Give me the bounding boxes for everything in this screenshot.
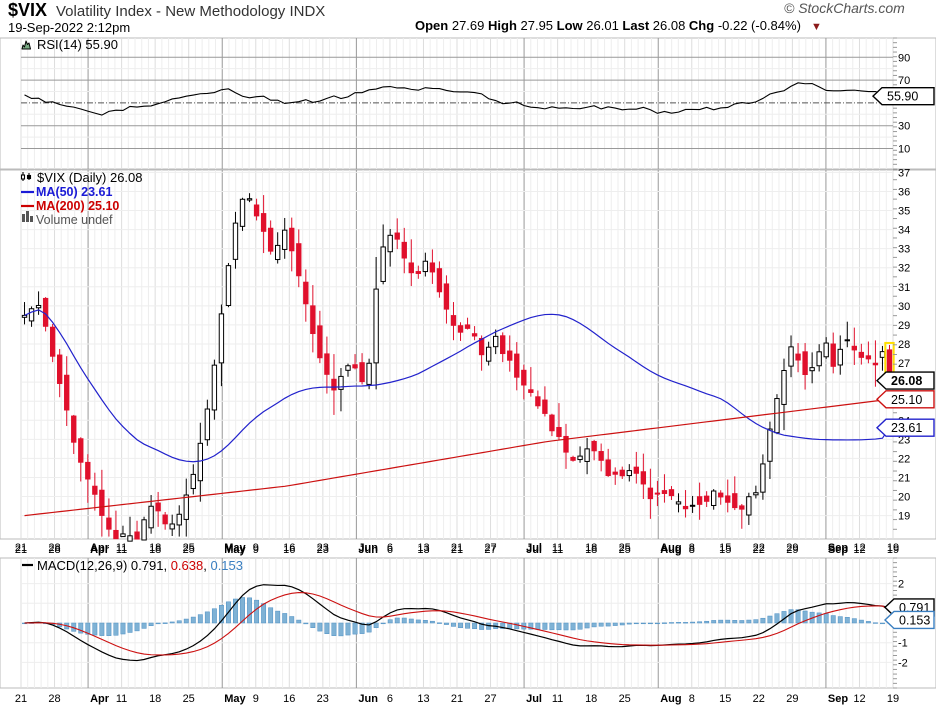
svg-text:16: 16 (283, 693, 295, 705)
svg-text:29: 29 (786, 693, 798, 705)
svg-text:-1: -1 (898, 638, 908, 650)
svg-text:55.90: 55.90 (887, 90, 918, 104)
svg-text:25.10: 25.10 (891, 393, 922, 407)
svg-text:MA(200) 25.10: MA(200) 25.10 (36, 199, 119, 213)
svg-text:6: 6 (387, 693, 393, 705)
svg-text:Sep: Sep (828, 544, 848, 556)
svg-text:23: 23 (317, 544, 329, 556)
svg-text:29: 29 (898, 320, 910, 332)
svg-text:19-Sep-2022 2:12pm: 19-Sep-2022 2:12pm (8, 20, 130, 35)
svg-text:27: 27 (484, 693, 496, 705)
svg-text:Sep: Sep (828, 693, 848, 705)
svg-text:11: 11 (552, 544, 563, 556)
svg-text:36: 36 (898, 187, 910, 199)
svg-text:11: 11 (552, 693, 563, 705)
svg-text:30: 30 (898, 301, 910, 313)
svg-text:Jul: Jul (526, 544, 542, 556)
svg-text:19: 19 (898, 511, 910, 523)
svg-text:MACD(12,26,9) 0.791, 0.638, 0.: MACD(12,26,9) 0.791, 0.638, 0.153 (37, 558, 243, 573)
svg-text:37: 37 (898, 167, 910, 179)
svg-text:90: 90 (898, 52, 910, 64)
svg-text:Apr: Apr (90, 693, 110, 705)
svg-text:Jun: Jun (358, 544, 378, 556)
svg-text:22: 22 (753, 693, 765, 705)
svg-text:2: 2 (898, 579, 904, 591)
svg-text:31: 31 (898, 282, 910, 294)
svg-text:21: 21 (451, 693, 463, 705)
svg-text:RSI(14) 55.90: RSI(14) 55.90 (37, 37, 118, 52)
svg-text:27: 27 (484, 544, 496, 556)
svg-text:May: May (224, 544, 246, 556)
svg-text:8: 8 (689, 544, 695, 556)
svg-text:23: 23 (317, 693, 329, 705)
svg-text:21: 21 (15, 693, 27, 705)
svg-text:21: 21 (451, 544, 463, 556)
svg-text:34: 34 (898, 225, 910, 237)
svg-text:30: 30 (898, 121, 910, 133)
svg-text:26.08: 26.08 (891, 374, 922, 388)
svg-text:28: 28 (48, 544, 60, 556)
svg-text:▼: ▼ (811, 21, 822, 33)
svg-text:28: 28 (48, 693, 60, 705)
svg-text:Aug: Aug (660, 693, 681, 705)
svg-text:-2: -2 (898, 657, 908, 669)
svg-text:25: 25 (619, 693, 631, 705)
svg-text:Apr: Apr (90, 544, 110, 556)
svg-text:22: 22 (753, 544, 765, 556)
svg-text:Volatility Index - New Methodo: Volatility Index - New Methodology INDX (56, 3, 325, 20)
svg-text:Jun: Jun (358, 693, 378, 705)
svg-text:70: 70 (898, 75, 910, 87)
svg-text:12: 12 (853, 693, 865, 705)
svg-text:0.153: 0.153 (899, 614, 930, 628)
svg-text:19: 19 (887, 544, 899, 556)
svg-text:18: 18 (149, 544, 161, 556)
svg-text:9: 9 (253, 693, 259, 705)
svg-text:19: 19 (887, 693, 899, 705)
svg-text:11: 11 (116, 544, 127, 556)
svg-text:25: 25 (183, 693, 195, 705)
svg-text:9: 9 (253, 544, 259, 556)
svg-text:18: 18 (149, 693, 161, 705)
svg-text:28: 28 (898, 339, 910, 351)
svg-text:MA(50) 23.61: MA(50) 23.61 (36, 185, 112, 199)
svg-text:6: 6 (387, 544, 393, 556)
svg-text:35: 35 (898, 206, 910, 218)
svg-text:8: 8 (689, 693, 695, 705)
svg-text:© StockCharts.com: © StockCharts.com (784, 0, 905, 16)
svg-text:27: 27 (898, 358, 910, 370)
svg-text:25: 25 (183, 544, 195, 556)
svg-text:13: 13 (417, 544, 429, 556)
svg-text:Aug: Aug (660, 544, 681, 556)
svg-text:20: 20 (898, 492, 910, 504)
svg-text:15: 15 (719, 544, 731, 556)
svg-text:Jul: Jul (526, 693, 542, 705)
svg-text:11: 11 (116, 693, 127, 705)
svg-text:12: 12 (853, 544, 865, 556)
svg-text:$VIX: $VIX (8, 0, 47, 20)
svg-text:21: 21 (15, 544, 27, 556)
svg-text:May: May (224, 693, 246, 705)
svg-text:32: 32 (898, 263, 910, 275)
svg-text:10: 10 (898, 144, 910, 156)
svg-text:23.61: 23.61 (891, 421, 922, 435)
svg-text:18: 18 (585, 693, 597, 705)
svg-text:22: 22 (898, 453, 910, 465)
svg-text:15: 15 (719, 693, 731, 705)
svg-text:13: 13 (417, 693, 429, 705)
svg-text:16: 16 (283, 544, 295, 556)
svg-text:Volume undef: Volume undef (36, 213, 113, 227)
svg-text:25: 25 (619, 544, 631, 556)
svg-text:Open 27.69 High 27.95 Low 26.0: Open 27.69 High 27.95 Low 26.01 Last 26.… (415, 18, 801, 33)
svg-text:18: 18 (585, 544, 597, 556)
svg-text:21: 21 (898, 473, 910, 485)
svg-text:33: 33 (898, 244, 910, 256)
svg-text:$VIX (Daily) 26.08: $VIX (Daily) 26.08 (37, 170, 143, 185)
svg-text:29: 29 (786, 544, 798, 556)
